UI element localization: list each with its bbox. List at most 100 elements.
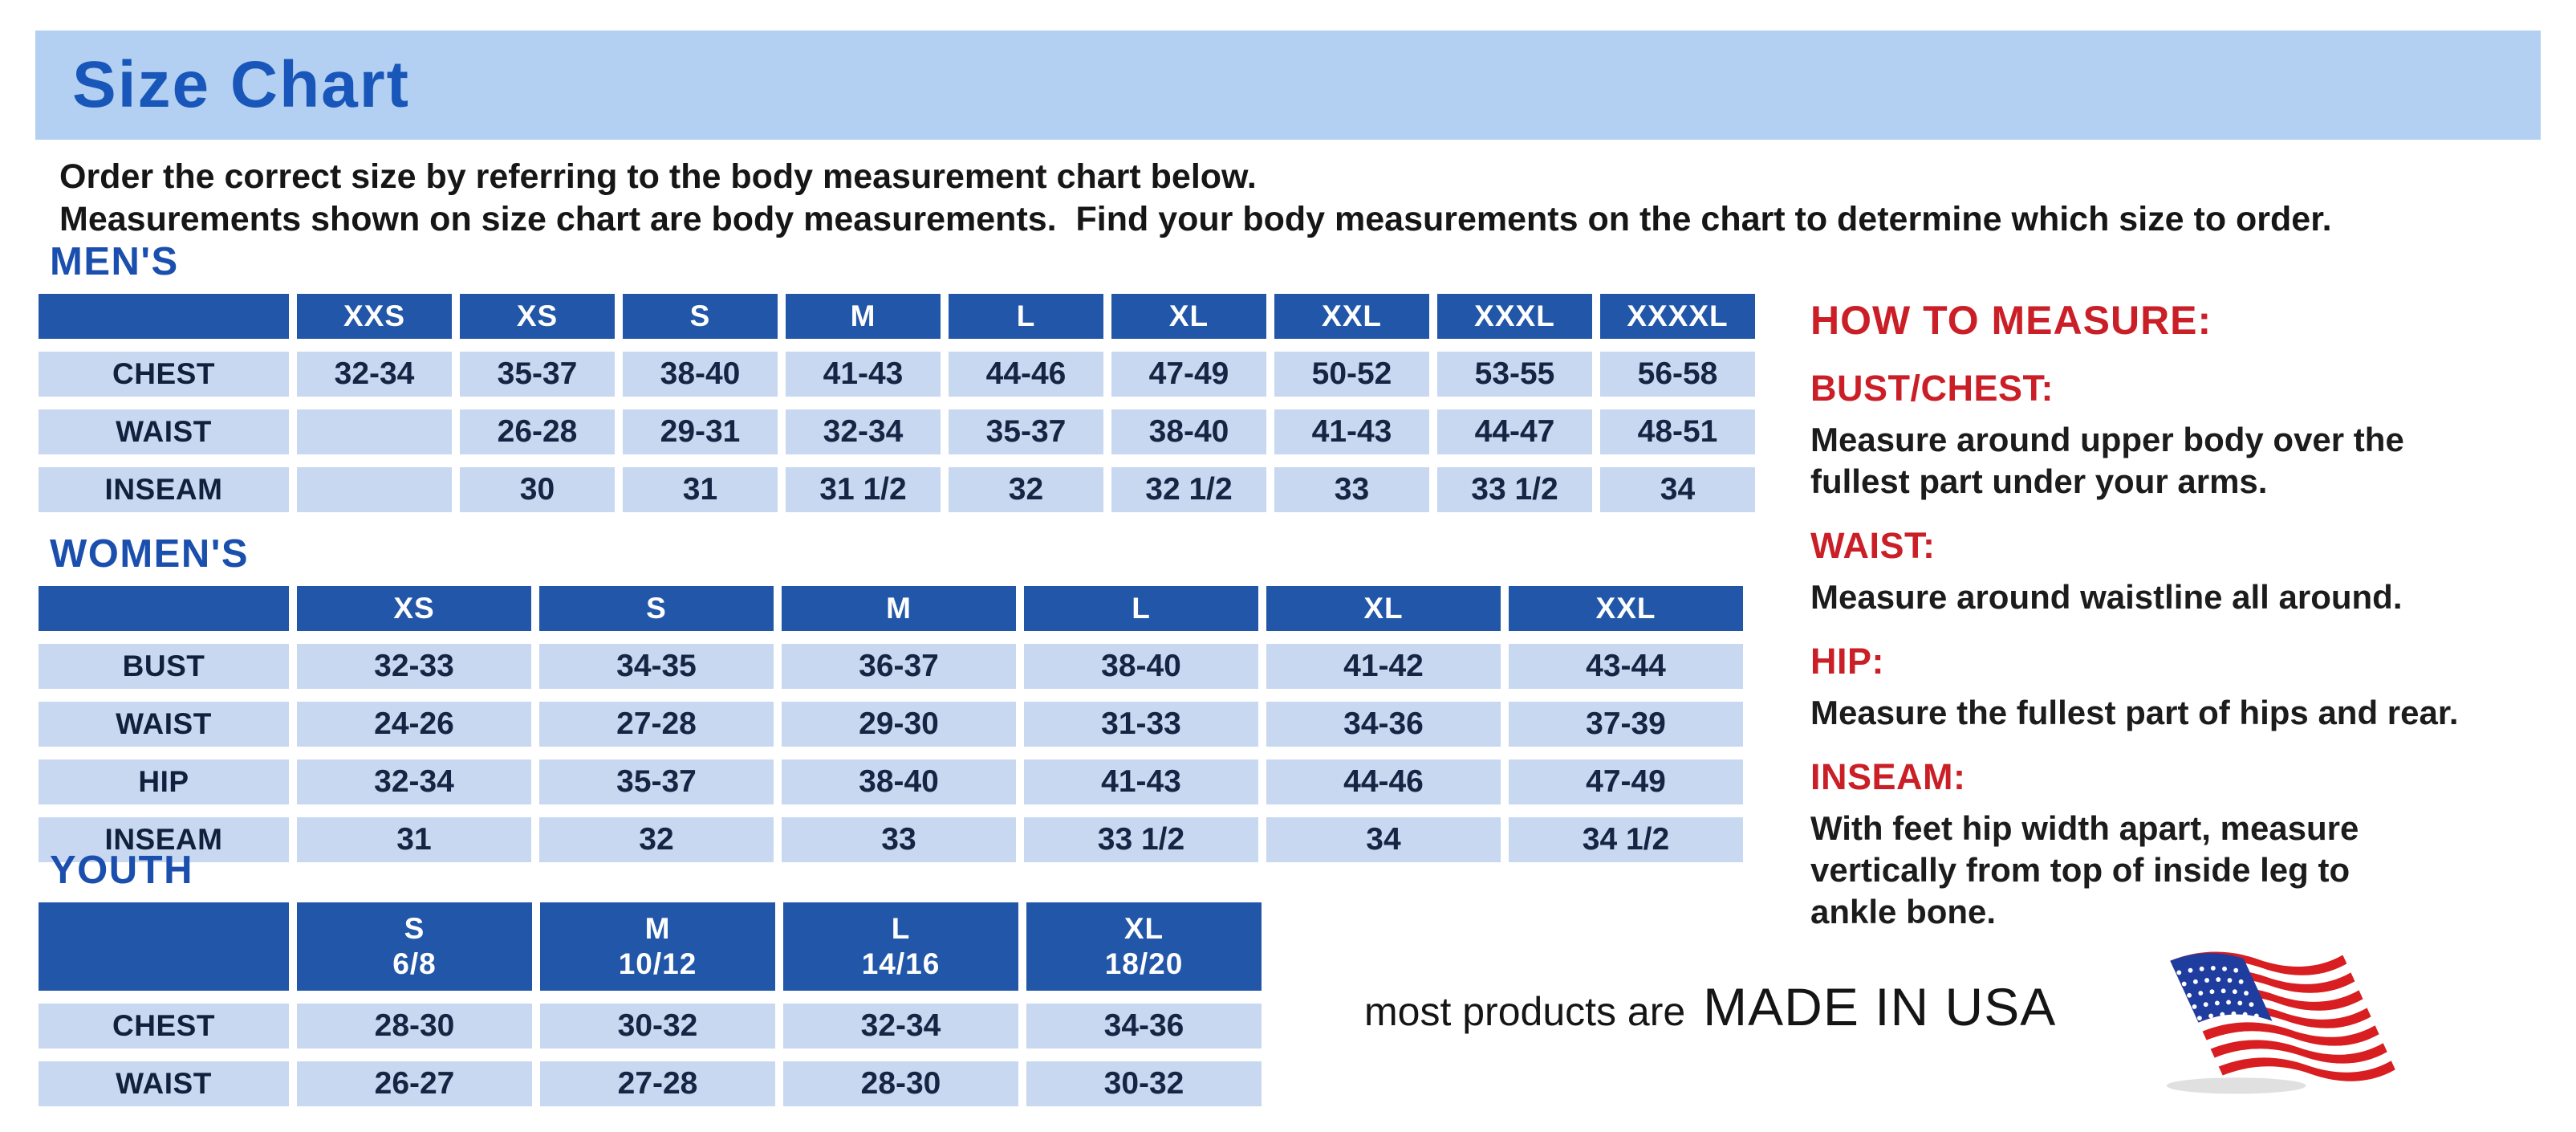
size-header-cell: L (949, 294, 1103, 339)
row-label-cell: WAIST (39, 409, 289, 454)
size-value-cell: 44-47 (1437, 409, 1592, 454)
measure-text-inseam: With feet hip width apart, measure verti… (1810, 809, 2359, 930)
size-value-cell: 27-28 (539, 702, 774, 747)
womens-heading: WOMEN'S (50, 532, 250, 576)
intro-line-1: Order the correct size by referring to t… (59, 157, 1257, 196)
row-label-cell: HIP (39, 759, 289, 804)
size-value-cell: 33 (782, 817, 1016, 862)
measure-label-bust-chest: BUST/CHEST: (1810, 368, 2054, 409)
size-header-cell: XL (1111, 294, 1266, 339)
size-value-cell: 33 1/2 (1024, 817, 1258, 862)
page-title: Size Chart (72, 48, 410, 121)
size-value-cell: 28-30 (783, 1061, 1018, 1106)
size-value-cell: 34-36 (1026, 1004, 1262, 1049)
size-value-cell: 41-43 (1024, 759, 1258, 804)
intro-text: Order the correct size by referring to t… (59, 156, 2332, 241)
measure-label-waist: WAIST: (1810, 525, 1936, 566)
size-value-cell: 50-52 (1274, 352, 1429, 397)
size-value-cell: 32 (539, 817, 774, 862)
how-to-measure-section: HOW TO MEASURE: BUST/CHEST: Measure arou… (1810, 295, 2533, 933)
size-value-cell: 34-35 (539, 644, 774, 689)
size-value-cell: 48-51 (1600, 409, 1755, 454)
size-value-cell: 32-34 (297, 759, 531, 804)
header-spacer-cell (39, 294, 289, 339)
made-in-usa-line: most products are MADE IN USA (1364, 976, 2056, 1037)
size-value-cell: 26-27 (297, 1061, 532, 1106)
size-value-cell: 34-36 (1266, 702, 1501, 747)
header-spacer-cell (39, 586, 289, 631)
size-value-cell: 33 1/2 (1437, 467, 1592, 512)
measure-label-hip: HIP: (1810, 641, 1884, 682)
measure-text-hip: Measure the fullest part of hips and rea… (1810, 694, 2459, 731)
size-value-cell: 32-34 (786, 409, 941, 454)
size-value-cell: 24-26 (297, 702, 531, 747)
size-header-cell: M (782, 586, 1016, 631)
size-value-cell: 38-40 (782, 759, 1016, 804)
measure-text-bust-chest: Measure around upper body over the fulle… (1810, 421, 2404, 500)
size-header-cell: M (786, 294, 941, 339)
youth-section: YOUTH S 6/8 M 10/12 L 14/16 XL 18/20 CHEST 28-30 3… (39, 848, 1262, 1106)
measure-label-inseam: INSEAM: (1810, 756, 1966, 797)
intro-line-2: Measurements shown on size chart are bod… (59, 200, 2332, 238)
size-value-cell: 38-40 (1111, 409, 1266, 454)
size-value-cell: 38-40 (623, 352, 778, 397)
size-header-cell: XXL (1509, 586, 1743, 631)
size-value-cell: 34 1/2 (1509, 817, 1743, 862)
made-in-usa-text: MADE IN USA (1703, 977, 2057, 1036)
youth-heading: YOUTH (50, 849, 193, 892)
size-value-cell: 34 (1600, 467, 1755, 512)
size-value-cell (297, 409, 452, 454)
size-value-cell: 35-37 (460, 352, 615, 397)
size-value-cell (297, 467, 452, 512)
size-value-cell: 27-28 (540, 1061, 775, 1106)
size-header-cell: XL (1266, 586, 1501, 631)
made-in-usa-prefix: most products are (1364, 989, 1686, 1034)
size-header-cell: XL 18/20 (1026, 902, 1262, 991)
size-value-cell: 32 1/2 (1111, 467, 1266, 512)
size-value-cell: 53-55 (1437, 352, 1592, 397)
size-value-cell: 29-30 (782, 702, 1016, 747)
size-header-cell: S (623, 294, 778, 339)
size-value-cell: 37-39 (1509, 702, 1743, 747)
size-value-cell: 31 1/2 (786, 467, 941, 512)
row-label-cell: BUST (39, 644, 289, 689)
size-header-cell: XXXL (1437, 294, 1592, 339)
size-header-cell: XXS (297, 294, 452, 339)
size-value-cell: 26-28 (460, 409, 615, 454)
row-label-cell: INSEAM (39, 817, 289, 862)
size-value-cell: 35-37 (539, 759, 774, 804)
youth-size-table: S 6/8 M 10/12 L 14/16 XL 18/20 CHEST 28-30 30-32 32… (39, 902, 1262, 1106)
us-flag-icon (2155, 923, 2398, 1098)
size-value-cell: 41-43 (1274, 409, 1429, 454)
size-header-cell: S 6/8 (297, 902, 532, 991)
size-header-cell: XS (297, 586, 531, 631)
size-value-cell: 47-49 (1111, 352, 1266, 397)
size-value-cell: 31 (297, 817, 531, 862)
size-header-cell: XXL (1274, 294, 1429, 339)
size-header-cell: L (1024, 586, 1258, 631)
size-value-cell: 41-42 (1266, 644, 1501, 689)
row-label-cell: INSEAM (39, 467, 289, 512)
size-value-cell: 32-33 (297, 644, 531, 689)
size-header-cell: S (539, 586, 774, 631)
size-value-cell: 44-46 (949, 352, 1103, 397)
row-label-cell: WAIST (39, 1061, 289, 1106)
how-to-measure-title: HOW TO MEASURE: (1810, 298, 2212, 343)
womens-section: WOMEN'S XS S M L XL XXL BUST 32-33 34-35 36-37 38-… (39, 531, 1743, 862)
size-value-cell: 47-49 (1509, 759, 1743, 804)
title-banner: Size Chart (35, 31, 2541, 140)
size-value-cell: 33 (1274, 467, 1429, 512)
size-header-cell: L 14/16 (783, 902, 1018, 991)
size-value-cell: 32 (949, 467, 1103, 512)
size-value-cell: 30-32 (540, 1004, 775, 1049)
size-value-cell: 56-58 (1600, 352, 1755, 397)
size-value-cell: 32-34 (783, 1004, 1018, 1049)
header-spacer-cell (39, 902, 289, 991)
measure-text-waist: Measure around waistline all around. (1810, 578, 2403, 616)
size-value-cell: 28-30 (297, 1004, 532, 1049)
size-value-cell: 41-43 (786, 352, 941, 397)
size-value-cell: 38-40 (1024, 644, 1258, 689)
size-value-cell: 36-37 (782, 644, 1016, 689)
mens-section: MEN'S XXS XS S M L XL XXL XXXL XXXXL CHEST 32-34 35… (39, 239, 1755, 512)
